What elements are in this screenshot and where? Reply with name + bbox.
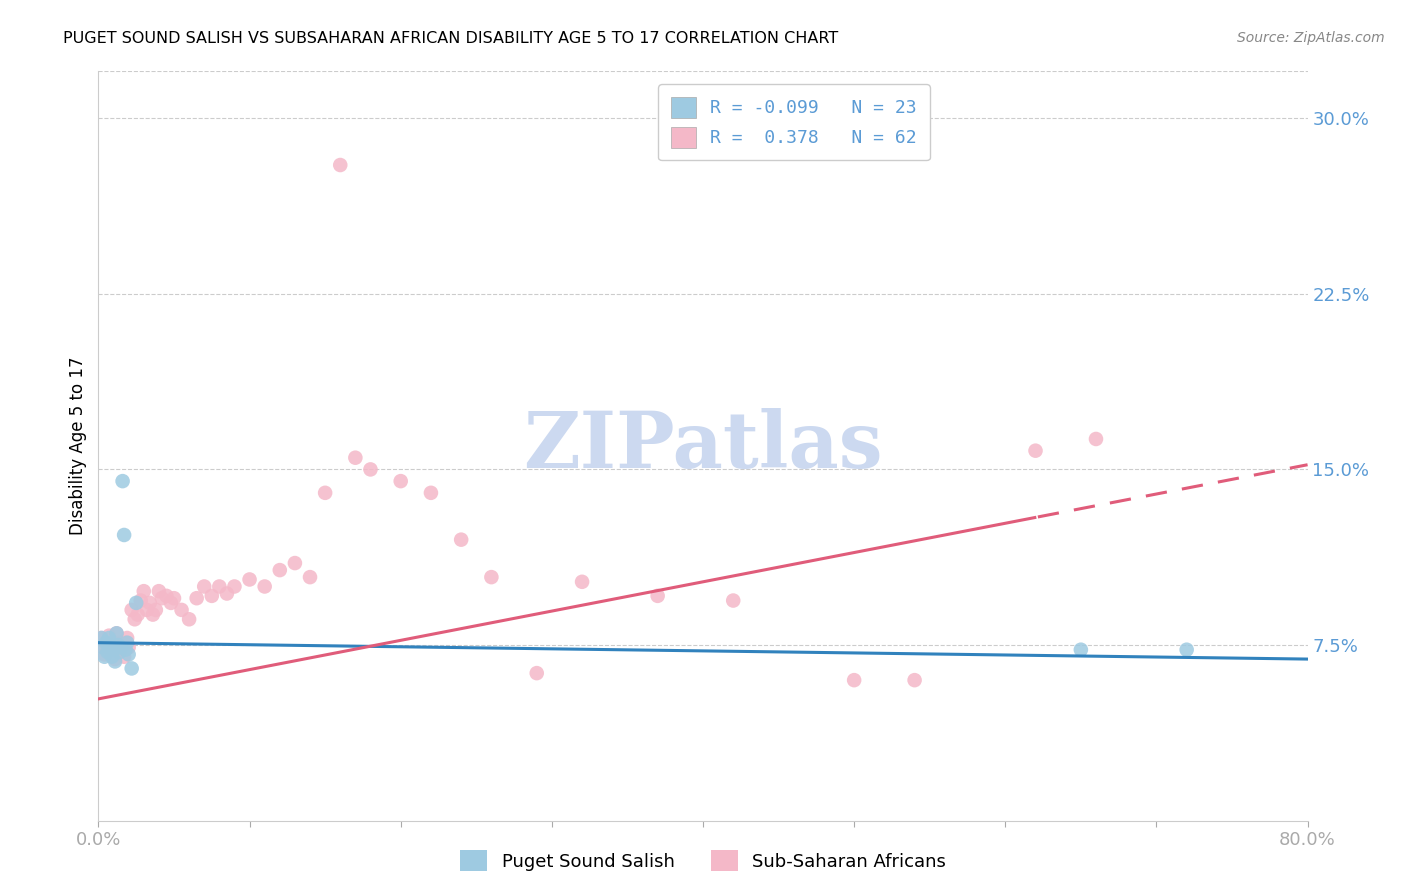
Point (201, 589, 224, 603)
Point (110, 640, 132, 655)
Point (215, 586, 238, 600)
Point (103, 642, 125, 657)
Point (571, 574, 593, 589)
Point (389, 474, 412, 488)
Point (1085, 432, 1108, 446)
Point (91, 640, 114, 655)
Point (148, 584, 170, 599)
Point (118, 648, 141, 662)
Point (118, 640, 141, 655)
Point (104, 655, 127, 669)
Legend: Puget Sound Salish, Sub-Saharan Africans: Puget Sound Salish, Sub-Saharan Africans (453, 843, 953, 879)
Point (186, 591, 208, 606)
Point (101, 649, 124, 664)
Point (107, 638, 129, 652)
Point (193, 580, 215, 594)
Point (103, 642, 125, 657)
Point (155, 589, 177, 603)
Point (420, 485, 443, 500)
Point (125, 596, 148, 610)
Y-axis label: Disability Age 5 to 17: Disability Age 5 to 17 (69, 357, 87, 535)
Point (344, 450, 367, 465)
Point (121, 603, 143, 617)
Point (150, 591, 173, 606)
Point (132, 584, 155, 599)
Point (142, 607, 165, 622)
Point (139, 596, 162, 610)
Point (160, 596, 183, 610)
Point (107, 635, 129, 649)
Point (114, 642, 136, 657)
Point (98, 631, 121, 645)
Point (115, 631, 138, 645)
Point (127, 607, 149, 622)
Point (450, 533, 472, 547)
Point (121, 661, 143, 675)
Legend: R = -0.099   N = 23, R =  0.378   N = 62: R = -0.099 N = 23, R = 0.378 N = 62 (658, 84, 929, 161)
Point (110, 638, 132, 652)
Point (481, 570, 503, 584)
Point (314, 485, 336, 500)
Point (91, 640, 114, 655)
Point (239, 573, 262, 587)
Point (96, 645, 118, 659)
Point (100, 638, 122, 652)
Point (96, 645, 118, 659)
Point (105, 626, 128, 640)
Point (145, 603, 167, 617)
Point (269, 563, 291, 577)
Point (90, 631, 112, 645)
Point (1175, 642, 1198, 657)
Point (208, 580, 231, 594)
Point (253, 580, 276, 594)
Point (1070, 642, 1092, 657)
Point (360, 462, 382, 476)
Point (98, 629, 121, 643)
Point (112, 528, 135, 542)
Point (93, 648, 115, 662)
Point (104, 652, 127, 666)
Point (170, 603, 193, 617)
Point (100, 638, 122, 652)
Point (124, 612, 146, 626)
Point (647, 589, 669, 603)
Point (111, 642, 134, 657)
Point (108, 645, 131, 659)
Point (723, 593, 745, 607)
Point (114, 635, 136, 649)
Point (163, 591, 186, 606)
Point (93, 649, 115, 664)
Point (135, 603, 157, 617)
Point (904, 673, 927, 688)
Point (224, 580, 246, 594)
Point (299, 570, 322, 584)
Text: Source: ZipAtlas.com: Source: ZipAtlas.com (1237, 31, 1385, 45)
Point (329, 158, 352, 172)
Point (101, 648, 124, 662)
Point (526, 666, 548, 681)
Point (844, 673, 866, 688)
Text: ZIPatlas: ZIPatlas (523, 408, 883, 484)
Point (112, 649, 135, 664)
Point (94, 635, 117, 649)
Point (90, 631, 112, 645)
Text: PUGET SOUND SALISH VS SUBSAHARAN AFRICAN DISABILITY AGE 5 TO 17 CORRELATION CHAR: PUGET SOUND SALISH VS SUBSAHARAN AFRICAN… (63, 31, 838, 46)
Point (115, 635, 138, 649)
Point (105, 626, 128, 640)
Point (1024, 443, 1046, 458)
Point (94, 635, 117, 649)
Point (179, 612, 201, 626)
Point (108, 645, 131, 659)
Point (129, 593, 152, 607)
Point (284, 556, 307, 570)
Point (111, 474, 134, 488)
